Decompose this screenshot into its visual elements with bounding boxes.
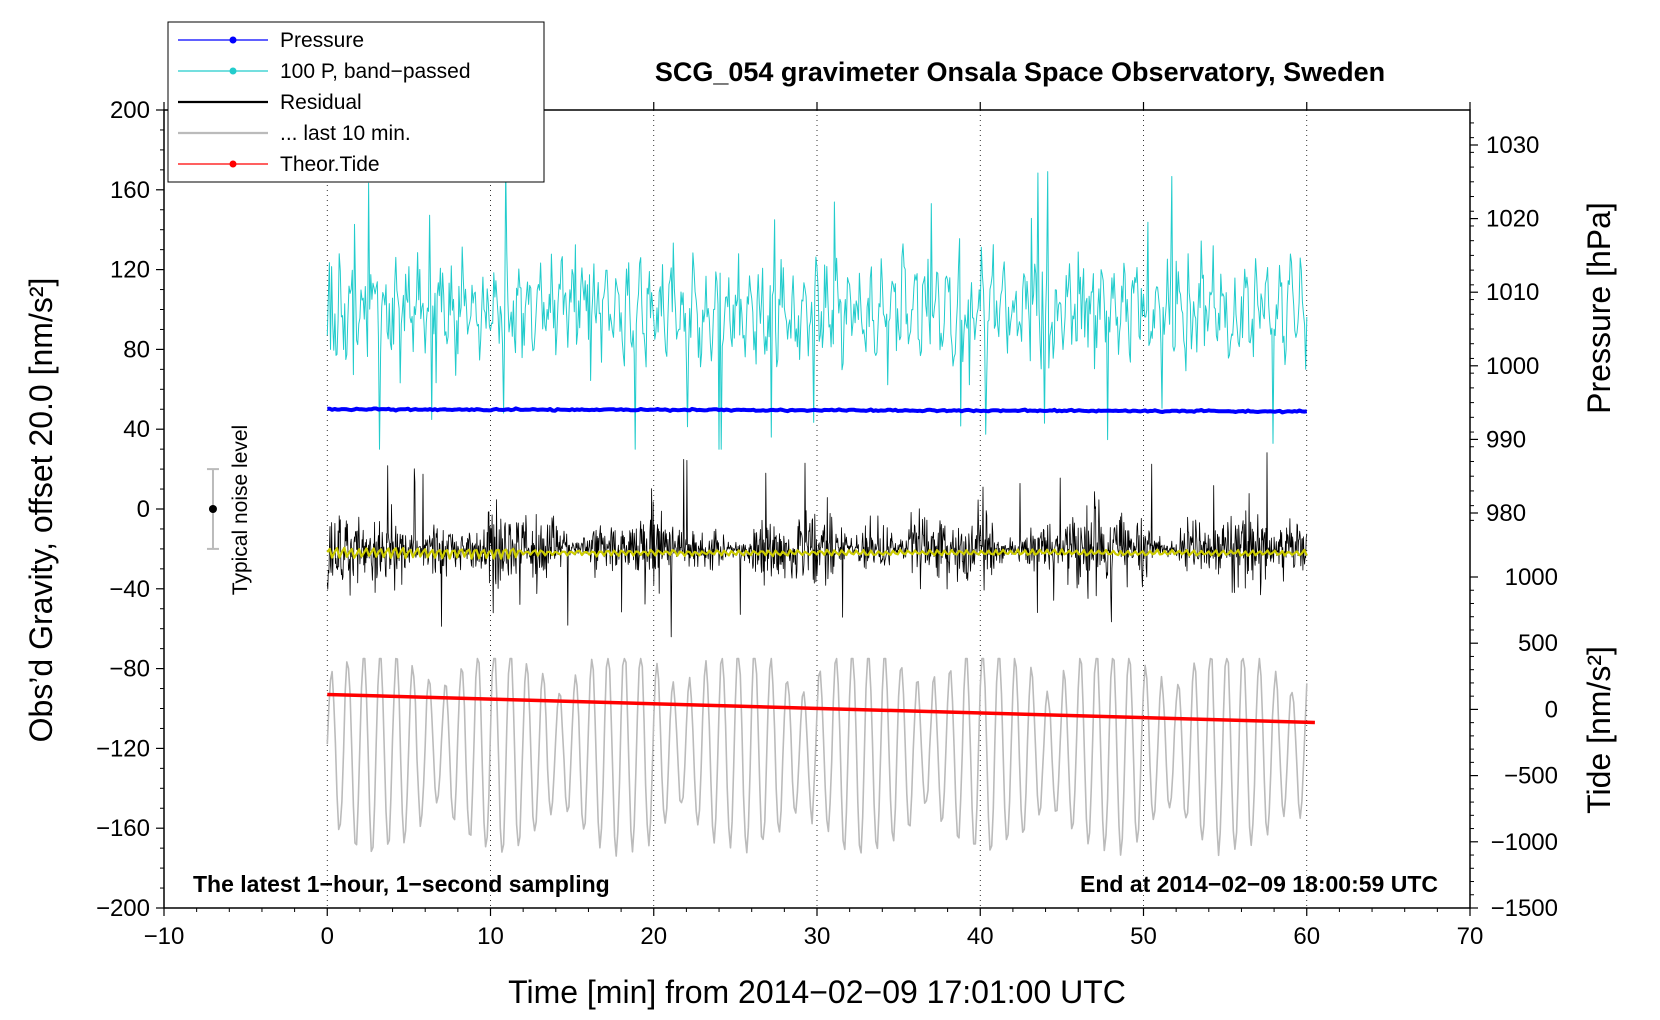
y-tick-label: −200 [96, 895, 150, 922]
y-tick-label: 80 [123, 336, 150, 363]
y-tick-label: 200 [110, 97, 150, 124]
y-tick-label: 120 [110, 257, 150, 284]
tide-tick-label: 500 [1518, 630, 1558, 657]
tide-tick-label: −1500 [1491, 895, 1558, 922]
tide-line [327, 692, 1315, 725]
y-tick-label: −160 [96, 815, 150, 842]
x-tick-label: −10 [144, 923, 185, 950]
y-tick-label: −120 [96, 735, 150, 762]
y-tick-label: 0 [137, 496, 150, 523]
axis-ticks: −10 0 10 20 30 40 50 60 70−200−160−120−80−400408… [96, 97, 1558, 950]
pressure-line [327, 406, 1308, 415]
tide-tick-label: 0 [1545, 696, 1558, 723]
x-tick-label: 30 [804, 923, 831, 950]
bandpassed-series [326, 164, 1308, 450]
tide-series [327, 692, 1315, 725]
x-axis-label: Time [min] from 2014−02−09 17:01:00 UTC [508, 974, 1126, 1010]
pressure-tick-label: 1030 [1486, 132, 1539, 159]
legend-label: Theor.Tide [280, 153, 380, 176]
chart-title: SCG_054 gravimeter Onsala Space Observat… [655, 57, 1385, 87]
y-tick-label: −80 [109, 656, 150, 683]
tide-tick-label: −500 [1504, 763, 1558, 790]
residual-smoothed-series [326, 546, 1308, 560]
pressure-tick-label: 990 [1486, 426, 1526, 453]
residual-smoothed-line [326, 546, 1308, 560]
x-tick-label: 0 [321, 923, 334, 950]
sampling-annotation: The latest 1−hour, 1−second sampling [193, 871, 610, 897]
noise-center-dot [208, 505, 217, 513]
y-tick-label: 160 [110, 177, 150, 204]
legend-label: Pressure [280, 29, 364, 52]
vertical-gridlines [326, 110, 1308, 908]
x-tick-label: 10 [477, 923, 504, 950]
legend-marker [229, 67, 237, 75]
tide-tick-label: 1000 [1505, 564, 1558, 591]
typical-noise-indicator [206, 468, 219, 550]
legend-label: Residual [280, 91, 362, 114]
legend: Pressure 100 P, band−passed Residual ... la… [167, 21, 545, 183]
x-tick-label: 50 [1130, 923, 1157, 950]
legend-marker [229, 36, 237, 44]
noise-label: Typical noise level [229, 425, 252, 595]
tide-axis-label: Tide [nm/s²] [1581, 646, 1617, 814]
legend-label: 100 P, band−passed [280, 60, 471, 83]
last-10-min-line [326, 657, 1308, 857]
x-tick-label: 60 [1293, 923, 1320, 950]
pressure-tick-label: 1020 [1486, 206, 1539, 233]
legend-marker [229, 160, 237, 168]
x-tick-label: 40 [967, 923, 994, 950]
residual-line [326, 452, 1308, 638]
plot-area [163, 109, 1471, 909]
legend-label: ... last 10 min. [280, 122, 411, 145]
x-tick-label: 70 [1457, 923, 1484, 950]
pressure-tick-label: 1000 [1486, 353, 1539, 380]
pressure-tick-label: 1010 [1486, 279, 1539, 306]
pressure-tick-label: 980 [1486, 500, 1526, 527]
x-tick-label: 20 [640, 923, 667, 950]
y-tick-label: 40 [123, 416, 150, 443]
bandpassed-line [326, 164, 1308, 450]
end-time-annotation: End at 2014−02−09 18:00:59 UTC [1080, 871, 1438, 897]
residual-series [326, 452, 1308, 638]
pressure-axis-label: Pressure [hPa] [1581, 202, 1617, 414]
last-10-min-series [326, 657, 1308, 857]
tide-tick-label: −1000 [1491, 829, 1558, 856]
y-axis-label: Obs’d Gravity, offset 20.0 [nm/s²] [23, 278, 59, 743]
y-tick-label: −40 [109, 576, 150, 603]
pressure-series [327, 406, 1308, 415]
